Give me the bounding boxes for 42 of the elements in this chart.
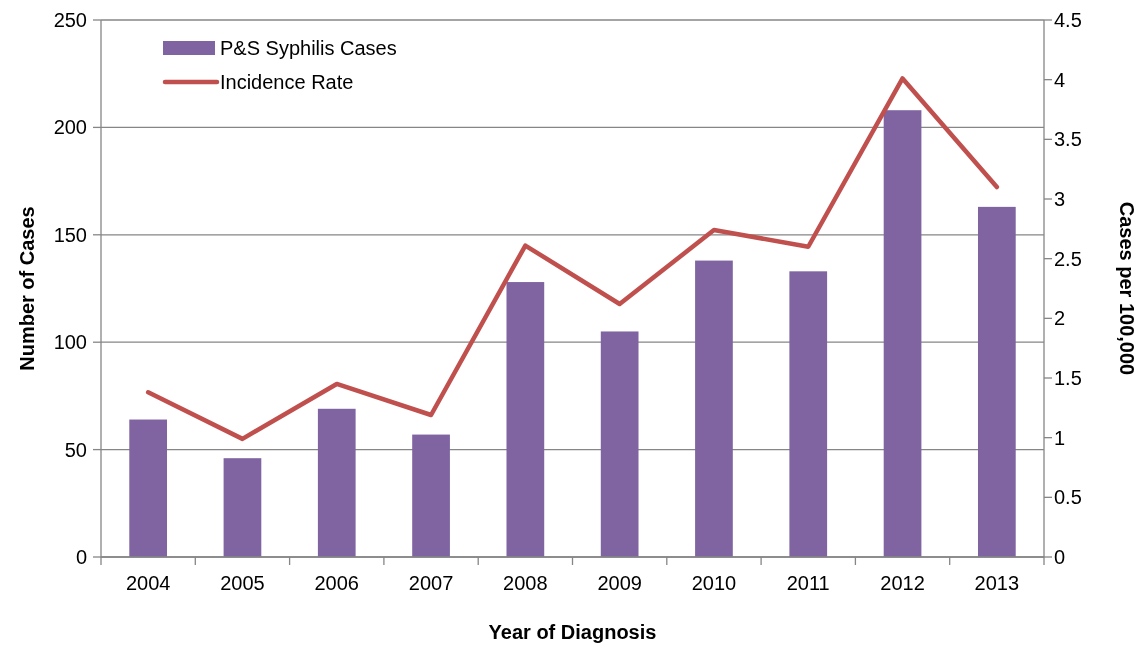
y-tick-label: 250	[53, 9, 87, 31]
y-tick-label: 50	[64, 438, 87, 461]
y2-tick-label: 4.5	[1054, 9, 1082, 31]
x-tick-label: 2006	[314, 572, 359, 594]
x-tick-label: 2005	[220, 572, 265, 594]
bar	[129, 419, 168, 557]
x-tick-label: 2010	[691, 572, 737, 594]
y-tick-label: 200	[53, 116, 87, 139]
y2-tick-label: 0.5	[1054, 486, 1082, 509]
x-tick-label: 2008	[503, 572, 548, 594]
bar	[506, 282, 545, 557]
x-tick-label: 2004	[125, 572, 171, 594]
y2-tick-label: 0	[1054, 546, 1066, 568]
x-axis-title: Year of Diagnosis	[488, 621, 657, 643]
bar	[223, 458, 262, 557]
bar	[789, 271, 828, 557]
y-tick-label: 150	[53, 223, 87, 246]
bar	[317, 408, 356, 557]
legend-label: P&S Syphilis Cases	[220, 37, 397, 59]
bar	[695, 260, 733, 557]
y2-tick-label: 1.5	[1054, 367, 1082, 389]
x-tick-label: 2012	[880, 572, 925, 594]
legend-label: Incidence Rate	[220, 71, 354, 93]
bar	[412, 434, 450, 557]
y2-tick-label: 2.5	[1054, 247, 1082, 270]
y-tick-label: 0	[75, 546, 87, 568]
y2-tick-label: 2	[1054, 307, 1066, 330]
y-axis-title: Number of Cases	[16, 206, 38, 371]
bar	[883, 110, 922, 557]
y2-tick-label: 3	[1054, 188, 1066, 210]
x-tick-label: 2013	[974, 572, 1020, 594]
x-tick-label: 2009	[597, 572, 642, 594]
x-tick-label: 2007	[408, 572, 454, 594]
x-tick-label: 2011	[786, 572, 830, 594]
line-series	[145, 76, 1000, 442]
y-tick-label: 100	[53, 331, 87, 354]
bar	[600, 331, 639, 557]
y2-axis-title: Cases per 100,000	[1116, 201, 1138, 376]
y2-tick-label: 1	[1054, 426, 1066, 449]
y2-tick-label: 4	[1054, 68, 1066, 91]
y2-tick-label: 3.5	[1054, 128, 1082, 151]
bar	[977, 206, 1016, 557]
